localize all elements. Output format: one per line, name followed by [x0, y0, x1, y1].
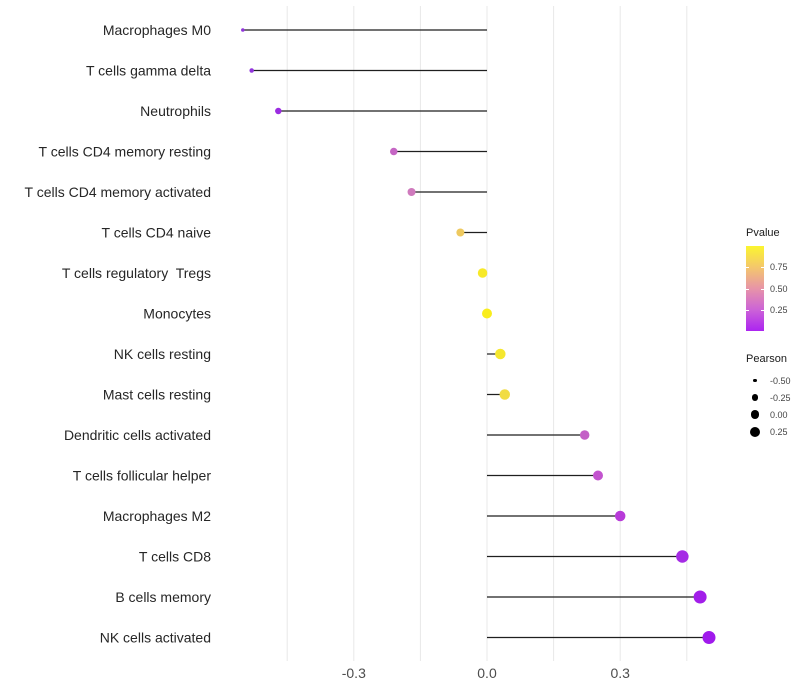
- y-axis-label: Monocytes: [143, 306, 211, 322]
- x-axis-tick-label: 0.0: [477, 665, 497, 681]
- pearson-legend-item: 0.00: [746, 406, 791, 423]
- gradient-tick: [746, 289, 749, 290]
- gradient-tick: [746, 310, 749, 311]
- y-axis-label: Dendritic cells activated: [64, 427, 211, 443]
- pearson-legend-dot: [750, 410, 760, 419]
- gradient-tick: [761, 310, 764, 311]
- lollipop-dot: [593, 470, 603, 481]
- pearson-legend: Pearson -0.50 -0.25 0.00 0.25: [746, 353, 791, 440]
- pvalue-legend-title: Pvalue: [746, 227, 780, 239]
- gradient-tick: [761, 267, 764, 268]
- pearson-legend-item: -0.25: [746, 389, 791, 406]
- lollipop-dot: [275, 107, 282, 115]
- lollipop-dot: [676, 550, 689, 563]
- lollipop-dot: [579, 430, 590, 440]
- pearson-legend-label: 0.00: [770, 409, 788, 420]
- gradient-tick: [746, 267, 749, 268]
- y-axis-label: NK cells resting: [114, 346, 211, 362]
- x-axis-tick-label: -0.3: [342, 665, 366, 681]
- pearson-legend-item: -0.50: [746, 372, 791, 389]
- y-axis-label: T cells follicular helper: [73, 468, 212, 484]
- pearson-legend-dot: [753, 378, 757, 383]
- lollipop-dot: [693, 590, 707, 604]
- pvalue-legend: Pvalue 0.75 0.50 0.25: [746, 227, 788, 331]
- lollipop-dot: [407, 188, 416, 196]
- lollipop-dot: [482, 308, 492, 319]
- lollipop-dot: [390, 147, 398, 156]
- pvalue-tick-label: 0.50: [770, 284, 788, 294]
- lollipop-dot: [614, 510, 626, 522]
- y-axis-label: T cells gamma delta: [86, 63, 211, 79]
- pearson-legend-label: 0.25: [770, 426, 788, 437]
- lollipop-dot: [702, 631, 716, 644]
- y-axis-label: T cells CD8: [139, 549, 211, 565]
- pearson-legend-title: Pearson: [746, 353, 787, 365]
- lollipop-dot: [249, 68, 254, 73]
- y-axis-label: Neutrophils: [140, 103, 211, 119]
- y-axis-label: T cells CD4 memory activated: [25, 184, 211, 200]
- x-axis-tick-label: 0.3: [610, 665, 630, 681]
- y-axis-label: Mast cells resting: [103, 387, 211, 403]
- lollipop-dot: [495, 348, 506, 360]
- lollipop-dot: [477, 268, 488, 278]
- y-axis-label: Macrophages M2: [103, 508, 211, 524]
- pearson-legend-dot: [750, 426, 760, 437]
- y-axis-label: Macrophages M0: [103, 22, 211, 38]
- pvalue-gradient-bar: [746, 246, 764, 331]
- y-axis-label: T cells regulatory Tregs: [62, 265, 211, 281]
- pearson-legend-label: -0.50: [770, 375, 791, 386]
- pearson-legend-label: -0.25: [770, 392, 791, 403]
- y-axis-label: T cells CD4 memory resting: [39, 144, 211, 160]
- pvalue-gradient-wrap: 0.75 0.50 0.25: [746, 246, 788, 331]
- pearson-legend-item: 0.25: [746, 423, 791, 440]
- gradient-tick: [761, 289, 764, 290]
- lollipop-dot: [499, 389, 511, 400]
- pearson-legend-dot: [751, 394, 759, 401]
- y-axis-label: NK cells activated: [100, 630, 211, 646]
- y-axis-label: B cells memory: [115, 589, 211, 605]
- lollipop-dot: [241, 28, 245, 32]
- pvalue-tick-label: 0.75: [770, 262, 788, 272]
- pearson-legend-items: -0.50 -0.25 0.00 0.25: [746, 372, 791, 440]
- lollipop-dot: [456, 228, 465, 237]
- y-axis-label: T cells CD4 naive: [102, 225, 212, 241]
- pvalue-tick-label: 0.25: [770, 305, 788, 315]
